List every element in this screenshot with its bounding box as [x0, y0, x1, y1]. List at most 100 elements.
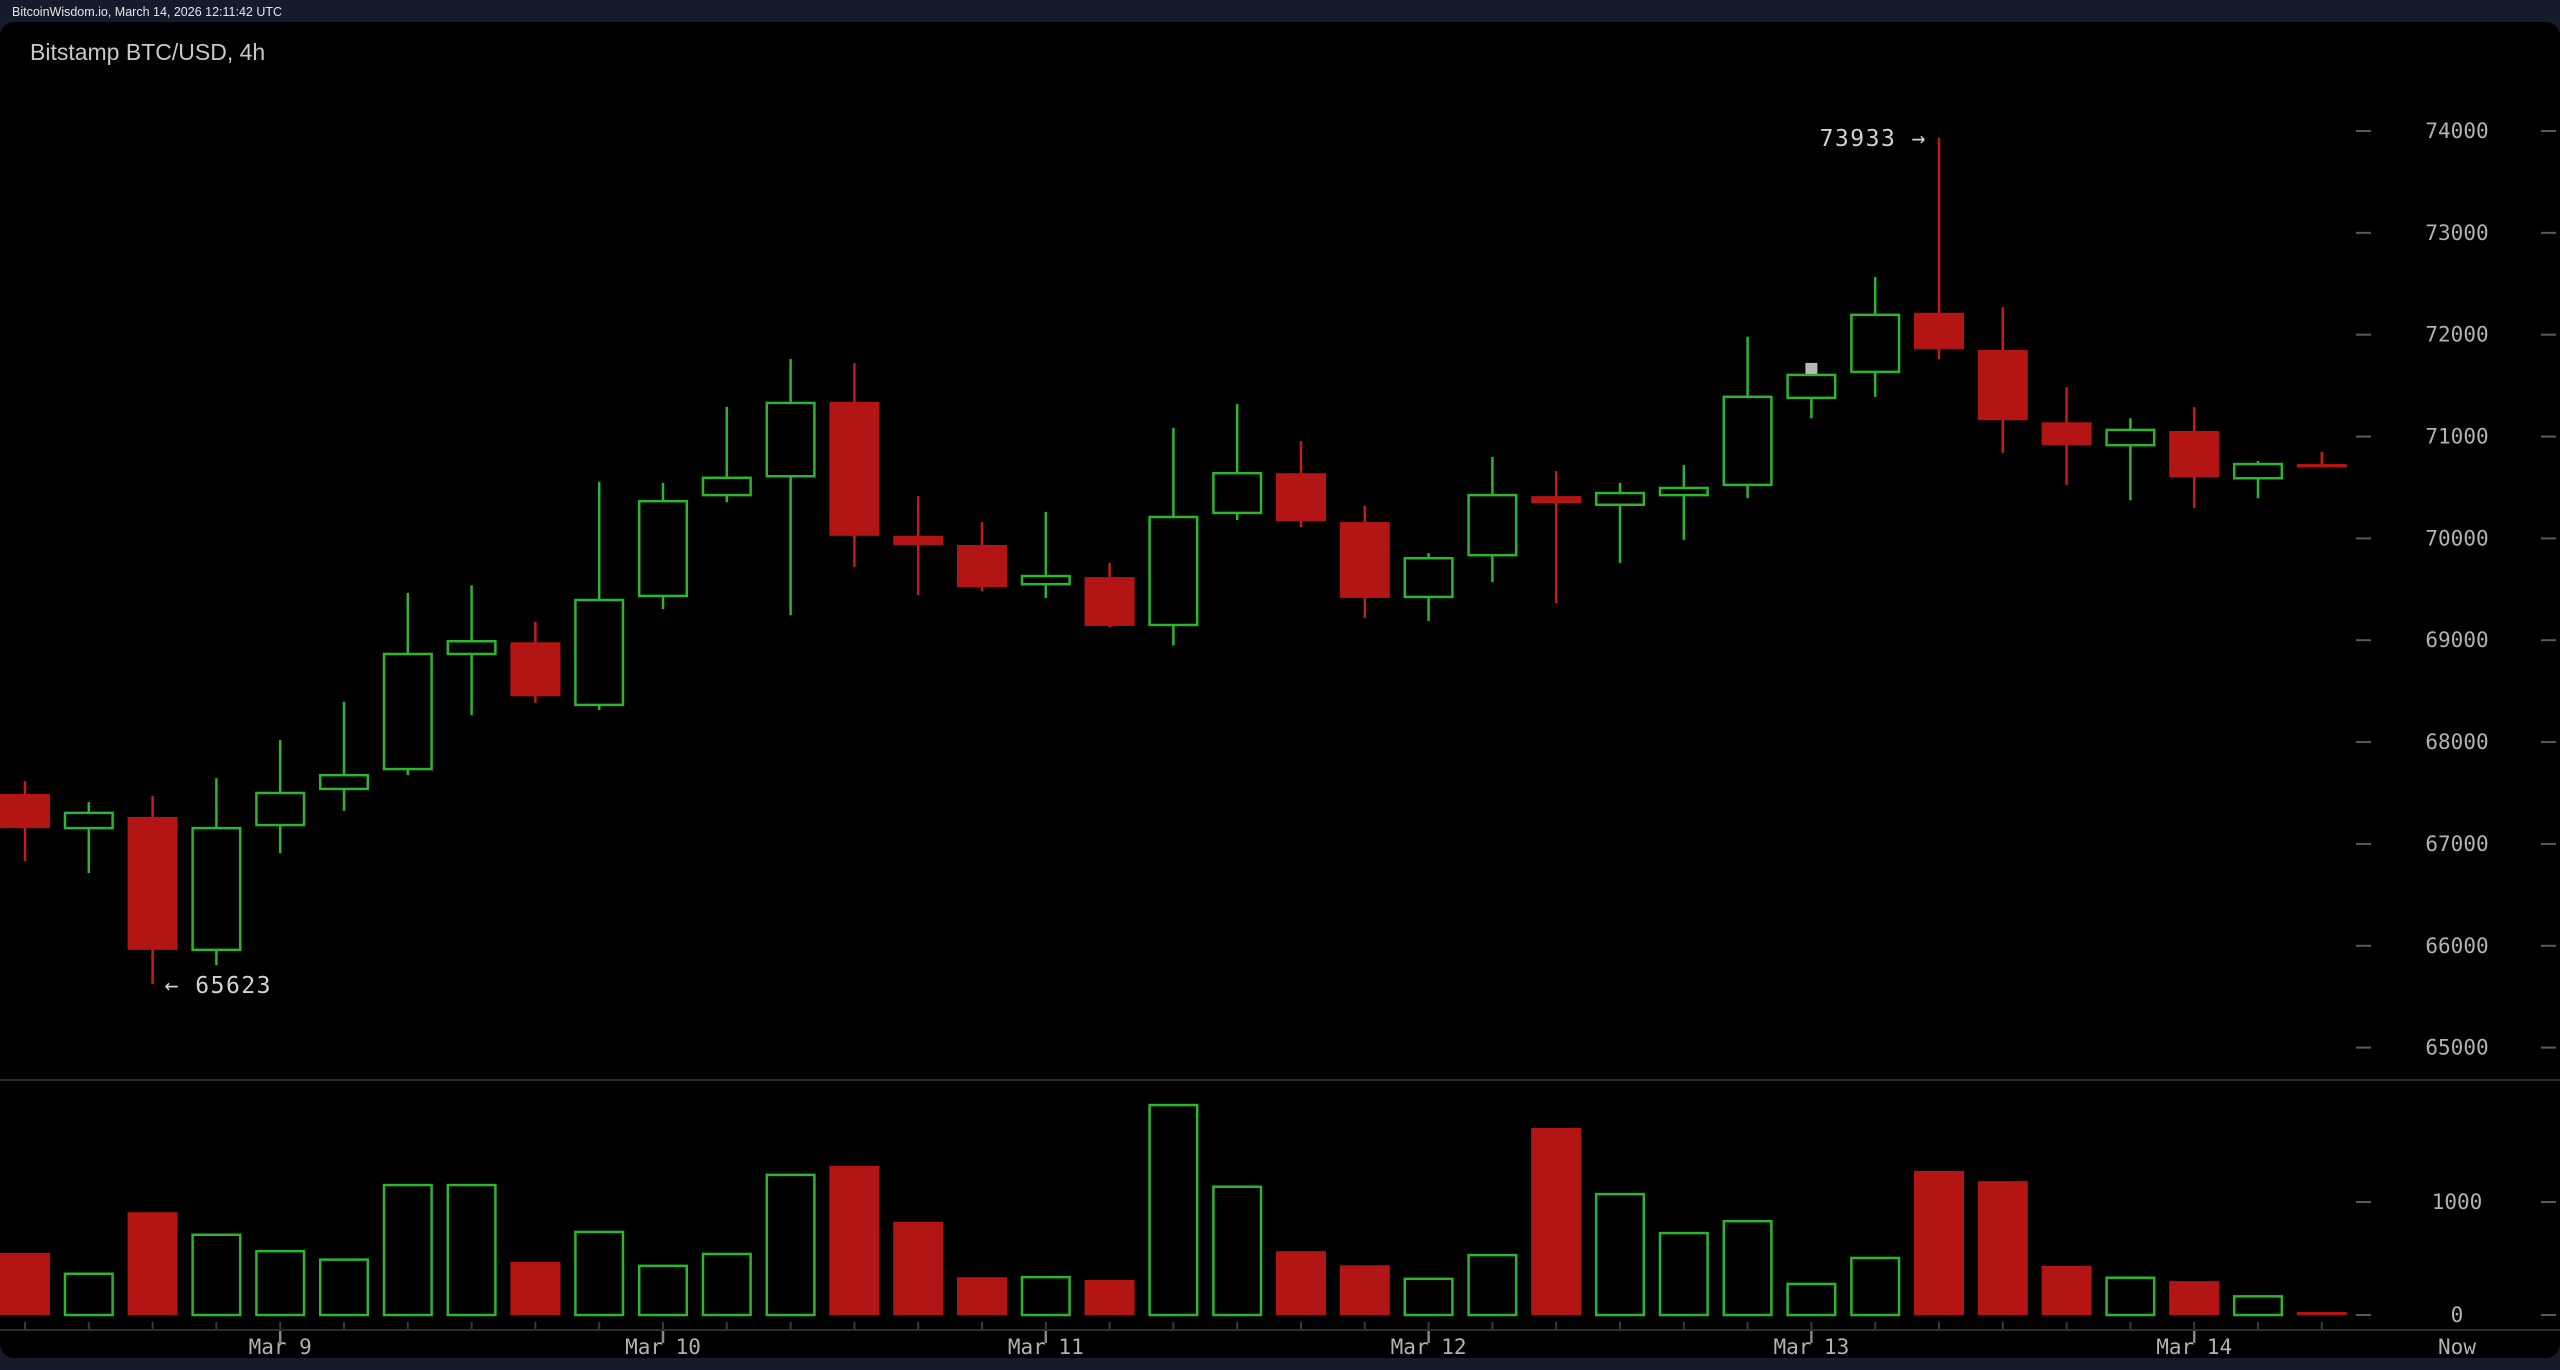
date-axis-label: Mar 10 — [625, 1335, 701, 1359]
candlestick[interactable] — [191, 778, 242, 966]
volume-bar[interactable] — [1658, 1231, 1709, 1317]
candlestick[interactable] — [127, 796, 178, 985]
candlestick[interactable] — [1594, 482, 1646, 563]
volume-bar[interactable] — [1403, 1277, 1454, 1317]
candlestick[interactable] — [318, 701, 370, 811]
candle-body — [1850, 313, 1901, 374]
price-axis-label: 74000 — [2425, 119, 2488, 143]
volume-bar[interactable] — [1084, 1279, 1135, 1315]
candlestick[interactable] — [1084, 562, 1135, 627]
candlestick[interactable] — [2105, 418, 2156, 501]
volume-bar[interactable] — [765, 1173, 816, 1317]
candlestick[interactable] — [701, 406, 752, 503]
candle-body — [1658, 486, 1709, 497]
candlestick[interactable] — [574, 481, 625, 710]
candlestick[interactable] — [1148, 427, 1199, 646]
volume-bar[interactable] — [637, 1264, 689, 1317]
candle-body — [574, 598, 625, 707]
volume-bar[interactable] — [1531, 1127, 1582, 1315]
candlestick[interactable] — [446, 585, 497, 716]
candle-body — [1148, 515, 1199, 627]
volume-bar[interactable] — [1977, 1181, 2028, 1315]
volume-bar[interactable] — [1467, 1253, 1518, 1317]
chart-panel-background — [0, 22, 2560, 1358]
candlestick[interactable] — [1531, 471, 1582, 604]
volume-bar[interactable] — [2296, 1312, 2347, 1315]
candlestick[interactable] — [1020, 511, 1071, 598]
candle-body — [1084, 577, 1135, 626]
session-low-label: ← 65623 — [165, 973, 272, 999]
volume-series[interactable] — [0, 1103, 2347, 1317]
price-axis-label: 69000 — [2425, 628, 2488, 652]
volume-bar[interactable] — [1786, 1282, 1837, 1317]
volume-bar[interactable] — [1850, 1256, 1901, 1317]
volume-bar[interactable] — [701, 1252, 752, 1317]
candlestick[interactable] — [957, 522, 1007, 592]
volume-axis-label: 0 — [2451, 1303, 2464, 1327]
candlestick[interactable] — [829, 363, 880, 567]
volume-bar[interactable] — [2105, 1276, 2156, 1317]
candle-body — [191, 826, 242, 952]
session-high-label: 73933 → — [1820, 126, 1927, 152]
candlestick[interactable] — [2041, 387, 2092, 485]
candlestick[interactable] — [765, 359, 816, 616]
volume-bar[interactable] — [318, 1258, 370, 1317]
volume-bar[interactable] — [893, 1221, 944, 1315]
candlestick[interactable] — [1977, 307, 2028, 453]
candlestick[interactable] — [1276, 441, 1326, 528]
candlestick[interactable] — [382, 592, 433, 776]
candle-body — [765, 401, 816, 478]
volume-bar[interactable] — [127, 1212, 178, 1315]
candle-body — [318, 773, 370, 791]
volume-bar[interactable] — [1914, 1170, 1964, 1315]
volume-bar[interactable] — [510, 1261, 561, 1315]
volume-bar[interactable] — [574, 1230, 625, 1317]
volume-bar[interactable] — [191, 1233, 242, 1317]
volume-bar[interactable] — [1148, 1103, 1199, 1317]
volume-bar[interactable] — [446, 1183, 497, 1317]
candle-gray-marker — [1805, 362, 1818, 374]
volume-bar[interactable] — [2041, 1265, 2092, 1315]
volume-bar[interactable] — [1212, 1185, 1263, 1317]
candlestick[interactable] — [510, 621, 561, 703]
price-axis-label: 66000 — [2425, 934, 2488, 958]
price-axis-label: 65000 — [2425, 1036, 2488, 1060]
volume-bar[interactable] — [2169, 1281, 2220, 1315]
volume-bar[interactable] — [1722, 1219, 1773, 1317]
candlestick[interactable] — [1403, 553, 1454, 621]
candlestick[interactable] — [0, 781, 50, 862]
candlestick[interactable] — [255, 740, 306, 854]
candlestick[interactable] — [2169, 406, 2220, 508]
volume-bar[interactable] — [957, 1277, 1007, 1315]
candlestick-series[interactable] — [0, 137, 2347, 985]
candle-body — [2041, 422, 2092, 446]
candlestick[interactable] — [1467, 456, 1518, 583]
candlestick[interactable] — [893, 496, 944, 595]
volume-bar[interactable] — [2232, 1295, 2284, 1317]
candle-body — [1020, 574, 1071, 586]
candlestick[interactable] — [2232, 460, 2284, 499]
candlestick[interactable] — [1212, 403, 1263, 521]
price-axis-label: 72000 — [2425, 323, 2488, 347]
candlestick[interactable] — [637, 482, 689, 610]
volume-bar[interactable] — [829, 1165, 880, 1315]
candlestick[interactable] — [1722, 336, 1773, 499]
candlestick[interactable] — [1850, 277, 1901, 397]
volume-bar[interactable] — [1594, 1192, 1646, 1317]
volume-bar[interactable] — [255, 1249, 306, 1317]
candlestick[interactable] — [1658, 465, 1709, 540]
candlestick[interactable] — [1914, 137, 1964, 360]
candle-body — [957, 544, 1007, 588]
candle-body — [510, 642, 561, 697]
volume-bar[interactable] — [0, 1252, 50, 1315]
volume-bar[interactable] — [1276, 1251, 1326, 1315]
candlestick[interactable] — [1786, 373, 1837, 419]
volume-bar[interactable] — [63, 1272, 114, 1317]
volume-bar[interactable] — [1020, 1275, 1071, 1317]
candlestick[interactable] — [2296, 451, 2347, 468]
volume-bar[interactable] — [1339, 1265, 1390, 1315]
candlestick[interactable] — [1339, 505, 1390, 618]
volume-bar[interactable] — [382, 1183, 433, 1317]
candlestick[interactable] — [63, 802, 114, 873]
